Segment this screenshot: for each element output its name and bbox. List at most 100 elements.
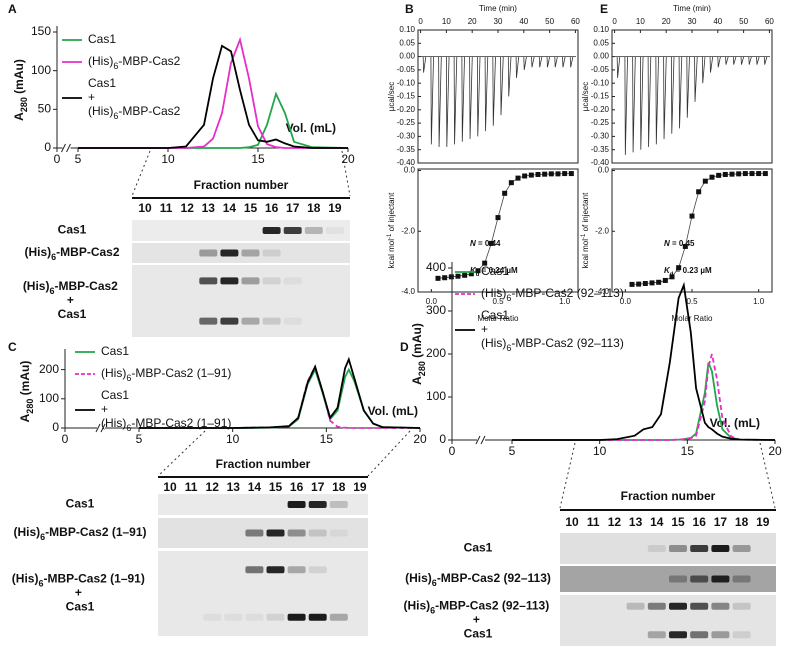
gel-row-label: Cas1 <box>58 223 87 237</box>
gel-band <box>224 501 242 508</box>
gel-band <box>284 250 302 257</box>
gel-band <box>326 318 344 325</box>
gel-band <box>199 227 217 234</box>
gel-band <box>351 614 369 621</box>
gel-band <box>326 277 344 284</box>
x-tick-label: 0.0 <box>620 297 632 306</box>
gel-band <box>182 501 200 508</box>
series-line <box>78 44 348 149</box>
gel-strip <box>158 551 368 636</box>
gel-band <box>690 602 709 610</box>
legend-label: (His)6-MBP-Cas2 (1–91) <box>101 366 231 383</box>
data-point <box>729 171 735 177</box>
gel-band <box>245 566 264 574</box>
data-point <box>488 240 494 246</box>
connector <box>367 430 411 477</box>
axis-break <box>66 143 71 153</box>
gel-band <box>626 602 645 610</box>
data-point <box>528 172 534 178</box>
itc-panel: 0 10 20 30 40 50 60 Time (min) 0.10 0.05 0.00 -0.05… <box>387 4 580 167</box>
y-tick-label: -0.40 <box>591 158 610 167</box>
lane-label: 10 <box>565 515 579 529</box>
fit-annotation: Kd = 0.24 µM <box>470 266 518 277</box>
y-tick-label: 100 <box>39 391 59 405</box>
y-tick-label: 0.10 <box>593 25 609 34</box>
x-axis-annotation: Vol. (mL) <box>368 404 418 418</box>
injection-peak <box>624 56 628 156</box>
lane-label: 11 <box>185 480 198 494</box>
gel-band <box>325 227 344 234</box>
data-point <box>435 275 441 281</box>
gel-band <box>136 227 154 234</box>
y-tick-label: 0.05 <box>399 38 415 47</box>
legend-label: Cas1 + (His)6-MBP-Cas2 <box>88 76 181 121</box>
fit-line <box>437 173 572 279</box>
x-tick-label: 0 <box>418 17 423 26</box>
gel-band <box>647 545 666 552</box>
lane-label: 16 <box>290 480 304 494</box>
gel-band <box>754 631 772 638</box>
gel-band <box>245 501 263 508</box>
gel-row-label: (His)6-MBP-Cas2 <box>24 245 119 262</box>
injection-peak <box>763 56 768 65</box>
gel-band <box>161 566 179 573</box>
injection-peak <box>686 56 690 118</box>
gel-band <box>262 317 281 325</box>
gel-title: Fraction number <box>194 178 289 192</box>
injection-peak <box>492 56 496 126</box>
gel-strip <box>158 494 368 515</box>
series-line <box>512 353 776 441</box>
x-tick-label: 0.5 <box>686 297 698 306</box>
gel-band <box>157 227 175 234</box>
gel-band <box>308 529 327 537</box>
gel-band <box>178 250 196 257</box>
gel-band <box>584 545 602 552</box>
lane-label: 19 <box>756 515 770 529</box>
y-tick-label: -2.0 <box>401 226 415 235</box>
lane-label: 19 <box>328 201 342 215</box>
x-tick-label: 5 <box>509 444 516 458</box>
gel-band <box>605 545 623 552</box>
y-tick-label: 0.10 <box>399 25 415 34</box>
gel-band <box>647 602 666 610</box>
x-tick-label: 15 <box>681 444 695 458</box>
gel-band <box>669 631 687 639</box>
x-tick-label: 20 <box>768 444 782 458</box>
gel-band <box>161 614 179 621</box>
gel-band <box>287 613 306 621</box>
axis-break-gap <box>477 437 485 443</box>
gel-band <box>690 631 709 639</box>
gel-band <box>262 249 281 257</box>
data-point <box>502 190 508 196</box>
legend-label: (His)6-MBP-Cas2 <box>88 54 181 71</box>
injection-peak <box>740 56 745 65</box>
axis-break <box>95 423 101 433</box>
data-point <box>515 175 521 181</box>
gel-band <box>182 530 200 537</box>
gel-band <box>287 501 306 508</box>
injection-peak <box>748 56 752 65</box>
lane-label: 16 <box>265 201 279 215</box>
gel-band <box>178 277 196 284</box>
gel-band <box>262 227 281 234</box>
y-tick-label: 100 <box>31 63 51 77</box>
lane-label: 13 <box>202 201 216 215</box>
gel-band <box>203 530 221 537</box>
injection-peak <box>701 56 706 84</box>
gel-band <box>241 249 260 257</box>
y-tick-label: -0.10 <box>397 78 416 87</box>
gel-band <box>136 318 154 325</box>
data-point <box>508 180 514 186</box>
legend-label: Cas1 + (His)6-MBP-Cas2 (1–91) <box>101 388 231 433</box>
x-tick-label: 10 <box>442 17 451 26</box>
gel-strip <box>560 566 776 592</box>
y-tick-label: -0.40 <box>397 158 416 167</box>
data-point <box>548 171 554 177</box>
connector <box>559 442 576 509</box>
lane-label: 14 <box>248 480 262 494</box>
lane-label: 12 <box>181 201 195 215</box>
lane-label: 14 <box>650 515 664 529</box>
gel-band <box>283 317 302 325</box>
gel-row-label: (His)6-MBP-Cas2 (1–91) + Cas1 <box>12 572 148 614</box>
lane-label: 12 <box>608 515 622 529</box>
